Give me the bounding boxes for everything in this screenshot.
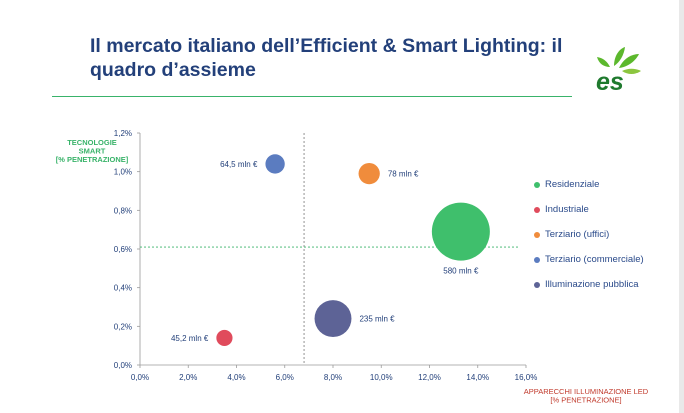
bubble-terziario-uffici: [358, 162, 380, 185]
x-tick-label: 12,0%: [418, 373, 441, 382]
chart-legend: Residenziale Industriale Terziario (uffici…: [534, 172, 680, 297]
legend-marker-icon: [534, 281, 540, 288]
logo-text: es: [596, 68, 624, 94]
y-axis-title-line: [% PENETRAZIONE]: [56, 155, 129, 164]
x-axis-title-line: [% PENETRAZIONE]: [550, 396, 621, 405]
legend-marker-icon: [534, 206, 540, 213]
bubble-illuminazione-pubblica: [314, 300, 352, 338]
legend-label: Industriale: [545, 204, 589, 215]
x-tick-label: 6,0%: [276, 373, 294, 382]
legend-label: Terziario (uffici): [545, 229, 610, 240]
x-axis-title: APPARECCHI ILLUMINAZIONE LED[% PENETRAZI…: [524, 387, 649, 405]
title-divider: [52, 96, 572, 97]
x-tick-label: 10,0%: [370, 373, 393, 382]
legend-marker-icon: [534, 256, 540, 263]
bubble-industriale: [216, 329, 233, 347]
x-axis-title-line: APPARECCHI ILLUMINAZIONE LED: [524, 387, 649, 396]
legend-item: Industriale: [534, 197, 680, 222]
slide-title: Il mercato italiano dell’Efficient & Sma…: [90, 35, 563, 81]
x-tick-label: 0,0%: [131, 373, 149, 382]
x-tick-label: 8,0%: [324, 373, 342, 382]
leaves-icon: [597, 47, 641, 74]
y-tick-label: 0,0%: [114, 361, 132, 370]
y-tick-label: 1,2%: [114, 129, 132, 138]
bubbles: [216, 154, 490, 347]
legend-item: Residenziale: [534, 172, 680, 197]
y-tick-label: 0,6%: [114, 245, 132, 254]
legend-item: Terziario (commerciale): [534, 247, 680, 272]
legend-label: Residenziale: [545, 179, 600, 190]
bubble-terziario-commerciale: [265, 154, 285, 174]
y-tick-label: 1,0%: [114, 168, 132, 177]
legend-marker-icon: [534, 181, 540, 188]
bubble-value-label: 235 mln €: [359, 315, 395, 324]
es-logo: es: [596, 47, 641, 94]
legend-label: Illuminazione pubblica: [545, 279, 639, 290]
legend-label: Terziario (commerciale): [545, 254, 644, 265]
y-tick-label: 0,4%: [114, 284, 132, 293]
bubble-value-label: 64,5 mln €: [220, 160, 258, 169]
legend-marker-icon: [534, 231, 540, 238]
y-axis-title-line: SMART: [79, 147, 106, 156]
reference-lines: [140, 133, 518, 365]
x-tick-label: 4,0%: [227, 373, 245, 382]
x-tick-label: 16,0%: [515, 373, 538, 382]
slide-edge: [679, 0, 684, 413]
bubble-residenziale: [431, 202, 490, 261]
y-tick-label: 0,2%: [114, 322, 132, 331]
x-tick-label: 14,0%: [466, 373, 489, 382]
legend-item: Terziario (uffici): [534, 222, 680, 247]
bubble-value-label: 78 mln €: [388, 170, 419, 179]
data-labels: 580 mln € 45,2 mln € 78 mln € 64,5 mln € 235…: [171, 160, 479, 343]
y-tick-label: 0,8%: [114, 206, 132, 215]
x-tick-label: 2,0%: [179, 373, 197, 382]
legend-item: Illuminazione pubblica: [534, 272, 680, 297]
tick-labels: 0,0% 2,0% 4,0% 6,0% 8,0% 10,0% 12,0% 14,0% 16,0%…: [114, 129, 538, 382]
y-axis-title-line: TECNOLOGIE: [67, 138, 117, 147]
bubble-value-label: 45,2 mln €: [171, 334, 209, 343]
bubble-value-label: 580 mln €: [443, 267, 479, 276]
